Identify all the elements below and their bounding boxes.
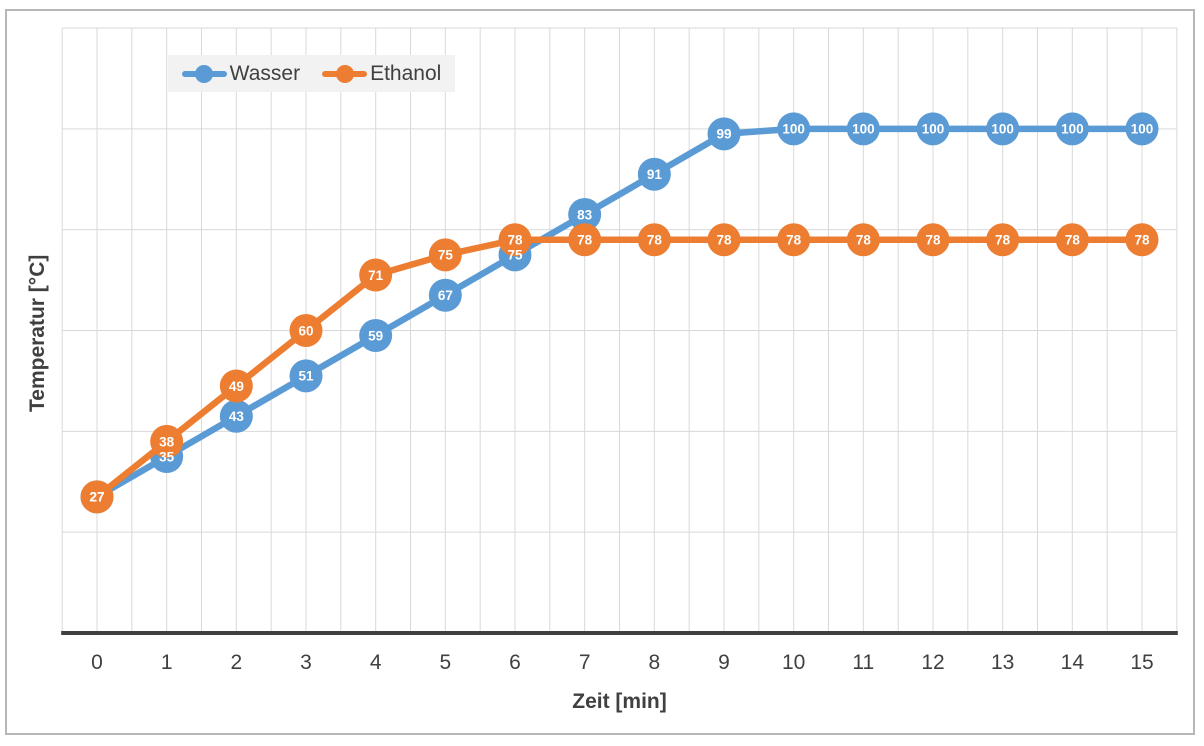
data-label-wasser: 100 <box>922 122 945 137</box>
marker-ethanol <box>916 223 950 257</box>
marker-ethanol <box>568 223 602 257</box>
x-tick-label: 1 <box>160 651 173 674</box>
x-tick-label: 5 <box>439 651 452 674</box>
data-label-wasser: 100 <box>991 122 1014 137</box>
data-label-wasser: 100 <box>1131 122 1154 137</box>
data-label-ethanol: 78 <box>925 233 941 248</box>
data-label-ethanol: 78 <box>786 233 802 248</box>
data-label-wasser: 75 <box>507 248 523 263</box>
series-line-ethanol <box>93 236 1146 501</box>
data-label-ethanol: 78 <box>856 233 872 248</box>
marker-wasser <box>707 117 741 151</box>
legend-line-marker-wasser-icon <box>181 70 227 77</box>
marker-wasser <box>916 112 950 146</box>
x-tick-label: 8 <box>648 651 661 674</box>
data-label-wasser: 99 <box>716 127 731 142</box>
marker-wasser <box>1055 112 1089 146</box>
data-label-wasser: 100 <box>852 122 875 137</box>
marker-ethanol <box>637 223 671 257</box>
legend-item-wasser: Wasser <box>181 61 301 86</box>
data-label-ethanol: 60 <box>298 323 313 338</box>
marker-wasser <box>289 359 323 393</box>
legend-label-wasser: Wasser <box>229 61 301 85</box>
data-label-ethanol: 78 <box>1065 233 1081 248</box>
data-label-ethanol: 78 <box>1134 233 1150 248</box>
marker-ethanol <box>777 223 811 257</box>
x-tick-label: 2 <box>230 651 243 674</box>
marker-ethanol <box>986 223 1020 257</box>
marker-wasser <box>986 112 1020 146</box>
x-tick-label: 7 <box>578 651 591 674</box>
x-tick-label: 15 <box>1130 651 1154 674</box>
marker-wasser <box>219 399 253 433</box>
data-label-wasser: 35 <box>159 449 175 464</box>
marker-wasser <box>846 112 880 146</box>
marker-ethanol <box>1125 223 1159 257</box>
marker-wasser <box>637 157 671 191</box>
x-tick-label: 13 <box>990 651 1015 674</box>
marker-wasser <box>428 278 462 312</box>
data-label-ethanol: 78 <box>716 233 732 248</box>
data-label-ethanol: 78 <box>647 233 663 248</box>
marker-ethanol <box>1055 223 1089 257</box>
data-label-wasser: 67 <box>438 288 453 303</box>
data-label-wasser: 100 <box>782 122 805 137</box>
marker-wasser <box>568 198 602 232</box>
marker-ethanol <box>80 480 114 514</box>
marker-ethanol <box>289 314 323 347</box>
data-label-wasser: 59 <box>368 328 383 343</box>
x-tick-label: 4 <box>369 651 382 674</box>
x-tick-label: 3 <box>300 651 312 674</box>
data-label-wasser: 83 <box>577 207 593 222</box>
x-tick-label: 12 <box>921 651 945 674</box>
marker-ethanol <box>219 369 253 403</box>
data-label-wasser: 27 <box>89 490 104 505</box>
data-label-ethanol: 71 <box>368 268 384 283</box>
series-line-wasser <box>93 125 1146 501</box>
data-label-wasser: 100 <box>1061 122 1084 137</box>
x-tick-label: 6 <box>509 651 521 674</box>
marker-wasser <box>359 319 393 353</box>
marker-ethanol <box>846 223 880 257</box>
data-label-ethanol: 49 <box>229 379 244 394</box>
marker-ethanol <box>150 424 184 458</box>
legend-label-ethanol: Ethanol <box>370 61 442 85</box>
chart-legend: Wasser Ethanol <box>168 55 455 92</box>
data-label-ethanol: 38 <box>159 434 175 449</box>
marker-wasser <box>1125 112 1159 146</box>
marker-ethanol <box>428 238 462 272</box>
marker-ethanol <box>498 223 532 257</box>
x-tick-label: 14 <box>1060 651 1084 674</box>
x-tick-label: 9 <box>718 651 730 674</box>
x-tick-label: 11 <box>852 651 875 674</box>
marker-ethanol <box>707 223 741 257</box>
data-label-wasser: 43 <box>229 409 245 424</box>
data-label-ethanol: 75 <box>438 248 454 263</box>
marker-wasser <box>777 112 811 146</box>
data-label-wasser: 91 <box>647 167 663 182</box>
data-label-ethanol: 78 <box>995 233 1011 248</box>
data-label-ethanol: 27 <box>89 490 104 505</box>
legend-line-marker-ethanol-icon <box>322 70 368 77</box>
data-label-ethanol: 78 <box>577 233 593 248</box>
y-axis-title: Temperatur [°C] <box>26 254 49 412</box>
x-tick-label: 0 <box>91 651 103 674</box>
marker-ethanol <box>359 258 393 292</box>
x-tick-label: 10 <box>781 651 806 674</box>
x-axis-title: Zeit [min] <box>572 690 667 713</box>
legend-item-ethanol: Ethanol <box>322 62 441 86</box>
data-label-ethanol: 78 <box>507 233 523 248</box>
data-label-wasser: 51 <box>298 369 314 384</box>
